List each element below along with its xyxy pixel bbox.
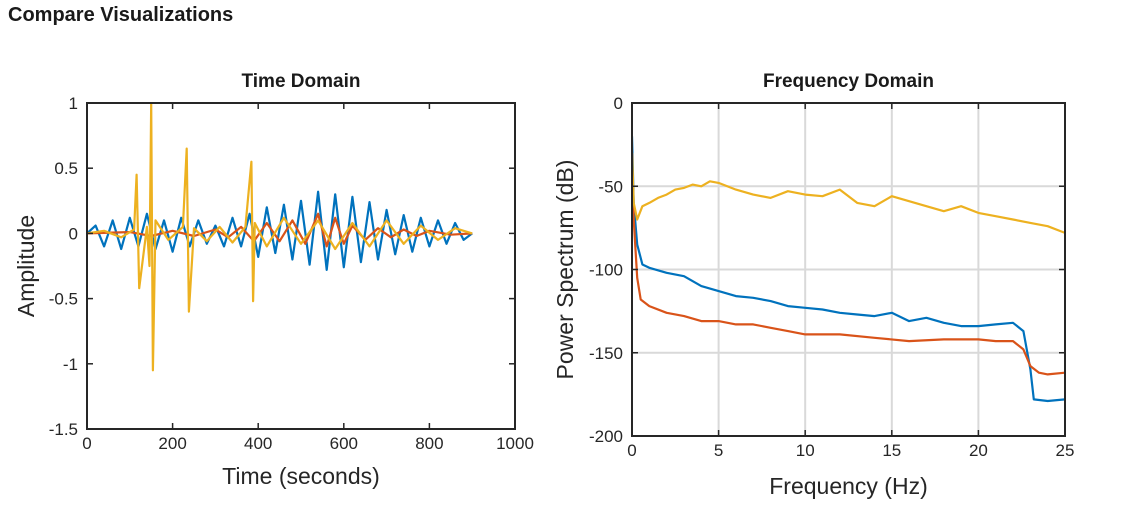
chart-title: Frequency Domain	[763, 71, 934, 92]
x-tick-label: 200	[158, 434, 186, 453]
x-axis-label: Time (seconds)	[222, 463, 380, 489]
y-tick-label: -100	[589, 261, 623, 280]
x-tick-label: 5	[714, 441, 723, 460]
x-tick-label: 20	[969, 441, 988, 460]
y-axis-label: Power Spectrum (dB)	[552, 160, 578, 380]
chart-freq: Frequency Domain 0 5 10 15 20 25 -200 -150 -100 -5…	[552, 71, 1074, 499]
series-group	[632, 136, 1065, 403]
series-line-1	[632, 136, 1065, 403]
series-line-3	[632, 152, 1065, 234]
chart-time: Time Domain 0 200 400 600 800 1000 -1.5 -1 -0.5 0 0…	[13, 71, 534, 489]
series-group	[87, 103, 473, 372]
y-axis-label: Amplitude	[13, 215, 39, 317]
page-title: Compare Visualizations	[8, 4, 234, 26]
x-tick-label: 25	[1056, 441, 1075, 460]
x-tick-label: 0	[627, 441, 636, 460]
y-tick-label: -150	[589, 344, 623, 363]
x-tick-label: 800	[415, 434, 443, 453]
series-line-3	[87, 103, 473, 372]
y-tick-label: 0.5	[54, 159, 78, 178]
y-tick-label: 1	[69, 94, 78, 113]
chart-title: Time Domain	[242, 71, 361, 92]
x-tick-label: 15	[882, 441, 901, 460]
y-tick-label: -0.5	[49, 290, 78, 309]
y-tick-label: -1.5	[49, 420, 78, 439]
x-tick-label: 10	[796, 441, 815, 460]
y-tick-label: -1	[63, 355, 78, 374]
y-tick-label: -200	[589, 427, 623, 446]
axes-box	[86, 102, 516, 430]
x-tick-label: 0	[82, 434, 91, 453]
x-tick-label: 600	[330, 434, 358, 453]
series-line-2	[632, 152, 1065, 376]
x-axis-label: Frequency (Hz)	[769, 473, 927, 499]
y-tick-label: 0	[614, 94, 623, 113]
y-tick-label: 0	[69, 224, 78, 243]
y-tick-label: -50	[598, 177, 623, 196]
x-tick-label: 1000	[496, 434, 534, 453]
x-tick-label: 400	[244, 434, 272, 453]
